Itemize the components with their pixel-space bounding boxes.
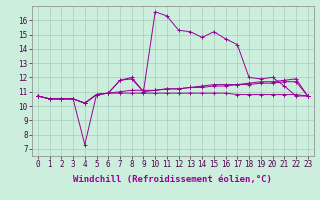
X-axis label: Windchill (Refroidissement éolien,°C): Windchill (Refroidissement éolien,°C) <box>73 175 272 184</box>
